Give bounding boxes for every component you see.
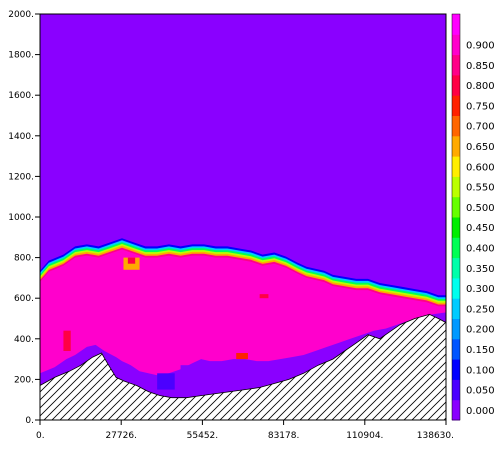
x-tick-label-2: 55452. [187,431,219,441]
colorbar: 0.000 0.050 0.100 0.150 0.200 0.250 0.300 0.350… [451,13,495,421]
colorbar-label-3: 0.150 [466,345,495,356]
colorbar-swatch-8 [452,237,460,259]
colorbar-label-2: 0.100 [466,365,495,376]
colorbar-label-12: 0.600 [466,162,495,173]
colorbar-label-5: 0.250 [466,304,495,315]
colorbar-swatch-4 [452,318,460,340]
colorbar-swatch-11 [452,176,460,198]
colorbar-label-0: 0.000 [466,406,495,417]
y-tick-label-0: 0. [25,416,34,426]
colorbar-swatch-16 [452,74,460,96]
colorbar-label-4: 0.200 [466,325,495,336]
colorbar-swatch-2 [452,359,460,380]
colorbar-swatch-7 [452,257,460,279]
colorbar-label-14: 0.700 [466,122,495,133]
colorbar-swatch-5 [452,298,460,319]
y-tick-label-3: 600. [14,294,34,304]
y-tick-label-1: 200. [14,375,34,385]
colorbar-label-18: 0.900 [466,40,495,51]
x-axis: 0. 27726. 55452. 83178. 110904. 138630. [36,420,454,441]
terrain-hatch [40,313,446,420]
colorbar-swatch-0 [452,399,460,421]
x-tick-label-0: 0. [36,431,45,441]
x-tick-label-1: 27726. [105,431,137,441]
plot-area [39,13,447,421]
colorbar-swatch-3 [452,338,460,360]
colorbar-swatch-17 [452,54,460,76]
colorbar-label-8: 0.400 [466,243,495,254]
colorbar-label-15: 0.750 [466,101,495,112]
y-axis: 0. 200. 400. 600. 800. 1000. 1200. 1400. 1600. 18… [8,10,40,426]
colorbar-label-9: 0.450 [466,223,495,234]
colorbar-swatch-1 [452,379,460,401]
hot-spot-4 [236,353,248,360]
colorbar-frame [451,13,461,421]
cloud-core [40,249,446,376]
colorbar-swatch-14 [452,115,460,137]
colorbar-label-10: 0.500 [466,203,495,214]
y-tick-label-2: 400. [14,335,34,345]
colorbar-label-6: 0.300 [466,284,495,295]
y-tick-label-7: 1400. [8,132,34,142]
y-tick-label-8: 1600. [8,91,34,101]
colorbar-swatch-18 [452,34,460,56]
colorbar-swatch-15 [452,95,460,116]
y-tick-label-5: 1000. [8,213,34,223]
x-tick-label-3: 83178. [268,431,300,441]
colorbar-label-1: 0.050 [466,386,495,397]
y-tick-label-10: 2000. [8,10,34,20]
colorbar-swatch-6 [452,277,460,299]
colorbar-swatch-10 [452,196,460,218]
y-tick-label-9: 1800. [8,51,34,61]
hot-spot-2 [127,257,136,264]
cool-pocket-1 [157,373,175,390]
x-tick-label-5: 138630. [417,431,454,441]
hot-spot-3 [259,294,269,299]
colorbar-label-16: 0.800 [466,81,495,92]
colorbar-swatch-9 [452,217,460,238]
colorbar-swatch-12 [452,156,460,177]
colorbar-swatch-19 [452,14,460,35]
colorbar-swatch-13 [452,135,460,157]
y-tick-label-6: 1200. [8,172,34,182]
x-tick-label-4: 110904. [346,431,383,441]
colorbar-label-11: 0.550 [466,183,495,194]
colorbar-label-13: 0.650 [466,142,495,153]
cool-pocket-0 [180,365,216,390]
hot-spot-0 [63,330,71,351]
colorbar-label-17: 0.850 [466,61,495,72]
y-tick-label-4: 800. [14,254,34,264]
colorbar-label-7: 0.350 [466,264,495,275]
